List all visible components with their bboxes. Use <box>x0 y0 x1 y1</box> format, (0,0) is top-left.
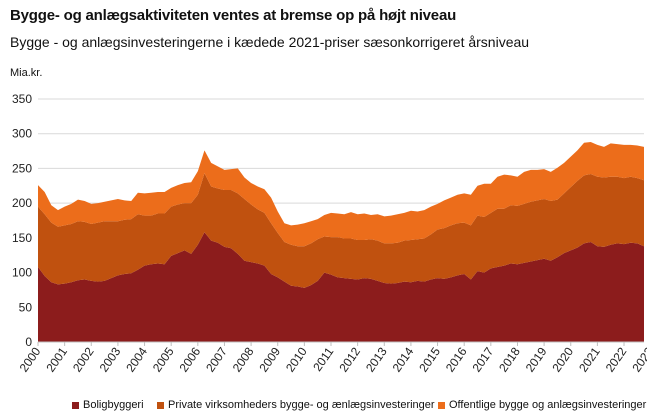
legend-swatch-private <box>157 401 164 409</box>
legend-item-private: Private virksomheders bygge- og ænlægsin… <box>157 399 435 411</box>
x-tick-label-2007: 2007 <box>203 344 230 374</box>
x-tick-label-2019: 2019 <box>523 344 550 374</box>
x-tick-label-2003: 2003 <box>97 344 124 374</box>
series-area-private <box>38 173 644 288</box>
x-tick-label-2021: 2021 <box>576 344 603 374</box>
legend-label-boligbyggeri: Boligbyggeri <box>83 399 144 411</box>
x-tick-label-2015: 2015 <box>416 344 443 374</box>
x-tick-label-2001: 2001 <box>43 344 70 374</box>
x-tick-label-2009: 2009 <box>256 344 283 374</box>
y-tick-label-200: 200 <box>12 196 32 210</box>
x-tick-label-2011: 2011 <box>310 344 336 373</box>
y-tick-label-100: 100 <box>12 266 32 280</box>
x-tick-label-2010: 2010 <box>283 344 310 374</box>
x-tick-label-2008: 2008 <box>230 344 257 374</box>
chart-title: Bygge- og anlægsaktiviteten ventes at br… <box>10 7 457 24</box>
series-area-bolig <box>38 232 644 342</box>
y-tick-label-350: 350 <box>12 92 32 106</box>
y-axis-unit-label: Mia.kr. <box>10 67 43 79</box>
x-tick-label-2023: 2023 <box>629 344 647 374</box>
legend-swatch-offentlige <box>438 401 445 409</box>
y-tick-label-250: 250 <box>12 161 32 175</box>
x-tick-label-2000: 2000 <box>17 344 44 374</box>
x-tick-label-2006: 2006 <box>176 344 203 374</box>
series-areas <box>38 142 644 342</box>
y-tick-label-150: 150 <box>12 231 32 245</box>
x-tick-label-2013: 2013 <box>363 344 390 374</box>
x-tick-label-2002: 2002 <box>70 344 97 374</box>
legend-label-offentlige: Offentlige bygge og anlægsinvesteringer <box>449 399 647 411</box>
x-tick-label-2014: 2014 <box>390 344 417 374</box>
axes <box>37 341 644 346</box>
chart-subtitle: Bygge - og anlægsinvesteringerne i kæded… <box>10 34 530 50</box>
series-area-offentlige <box>38 142 644 247</box>
legend-label-private: Private virksomheders bygge- og ænlægsin… <box>168 399 435 411</box>
legend-item-boligbyggeri: Boligbyggeri <box>72 399 144 411</box>
y-tick-label-50: 50 <box>19 300 33 314</box>
x-tick-label-2004: 2004 <box>123 344 150 374</box>
x-tick-label-2005: 2005 <box>150 344 177 374</box>
legend-swatch-boligbyggeri <box>72 401 79 409</box>
x-tick-label-2020: 2020 <box>549 344 576 374</box>
x-tick-label-2018: 2018 <box>496 344 523 374</box>
x-tick-label-2017: 2017 <box>470 344 497 374</box>
x-tick-label-2016: 2016 <box>443 344 470 374</box>
y-tick-labels: 0 50 100 150 200 250 300 350 <box>12 92 32 349</box>
x-tick-label-2022: 2022 <box>603 344 630 374</box>
x-tick-label-2012: 2012 <box>336 344 363 374</box>
legend-item-offentlige: Offentlige bygge og anlægsinvesteringer <box>438 399 646 411</box>
y-tick-label-300: 300 <box>12 127 32 141</box>
y-tick-label-0: 0 <box>25 335 32 349</box>
x-tick-labels: 2000 2001 2002 2003 2004 2005 2006 2007 2008 2009… <box>17 344 647 374</box>
